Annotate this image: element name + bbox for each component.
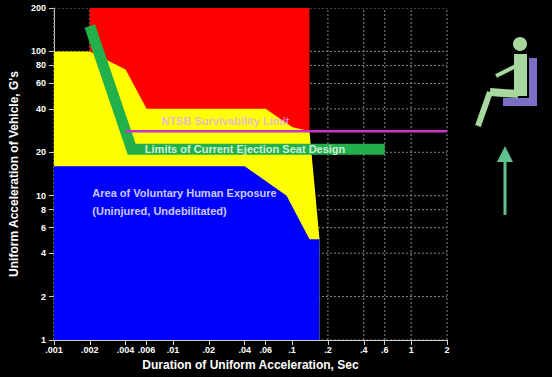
svg-text:.04: .04 bbox=[238, 345, 251, 355]
svg-text:Limits of Current Ejection Sea: Limits of Current Ejection Seat Design bbox=[145, 143, 346, 155]
svg-text:.001: .001 bbox=[45, 345, 63, 355]
svg-text:10: 10 bbox=[36, 191, 46, 201]
svg-text:.006: .006 bbox=[138, 345, 156, 355]
svg-text:.2: .2 bbox=[324, 345, 332, 355]
svg-text:1: 1 bbox=[41, 335, 46, 345]
svg-text:.6: .6 bbox=[381, 345, 389, 355]
svg-text:NTSB Survivability Limit: NTSB Survivability Limit bbox=[161, 115, 289, 127]
svg-text:Area of Voluntary Human Exposu: Area of Voluntary Human Exposure bbox=[92, 187, 276, 199]
svg-text:4: 4 bbox=[41, 248, 46, 258]
svg-text:.002: .002 bbox=[81, 345, 99, 355]
svg-text:.02: .02 bbox=[203, 345, 216, 355]
svg-text:2: 2 bbox=[41, 292, 46, 302]
svg-text:Duration of Uniform Accelerati: Duration of Uniform Acceleration, Sec bbox=[142, 358, 359, 372]
svg-text:100: 100 bbox=[31, 46, 46, 56]
svg-text:.1: .1 bbox=[288, 345, 296, 355]
svg-text:.01: .01 bbox=[167, 345, 180, 355]
svg-text:60: 60 bbox=[36, 78, 46, 88]
svg-text:80: 80 bbox=[36, 60, 46, 70]
svg-text:.004: .004 bbox=[117, 345, 135, 355]
svg-text:.4: .4 bbox=[360, 345, 368, 355]
svg-text:2: 2 bbox=[444, 345, 449, 355]
svg-text:20: 20 bbox=[36, 147, 46, 157]
svg-text:200: 200 bbox=[31, 3, 46, 13]
svg-text:8: 8 bbox=[41, 205, 46, 215]
svg-text:40: 40 bbox=[36, 104, 46, 114]
svg-text:.06: .06 bbox=[259, 345, 272, 355]
svg-text:6: 6 bbox=[41, 223, 46, 233]
svg-text:Uniform Acceleration of Vehicl: Uniform Acceleration of Vehicle, G's bbox=[7, 71, 21, 277]
svg-text:(Uninjured, Undebilitated): (Uninjured, Undebilitated) bbox=[92, 205, 227, 217]
svg-text:1: 1 bbox=[409, 345, 414, 355]
